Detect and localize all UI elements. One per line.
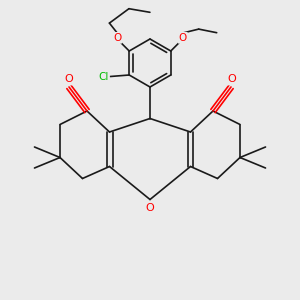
Text: O: O (179, 33, 187, 43)
Text: O: O (146, 203, 154, 213)
Text: O: O (64, 74, 73, 85)
Text: Cl: Cl (98, 71, 109, 82)
Text: O: O (227, 74, 236, 85)
Text: O: O (113, 33, 121, 43)
